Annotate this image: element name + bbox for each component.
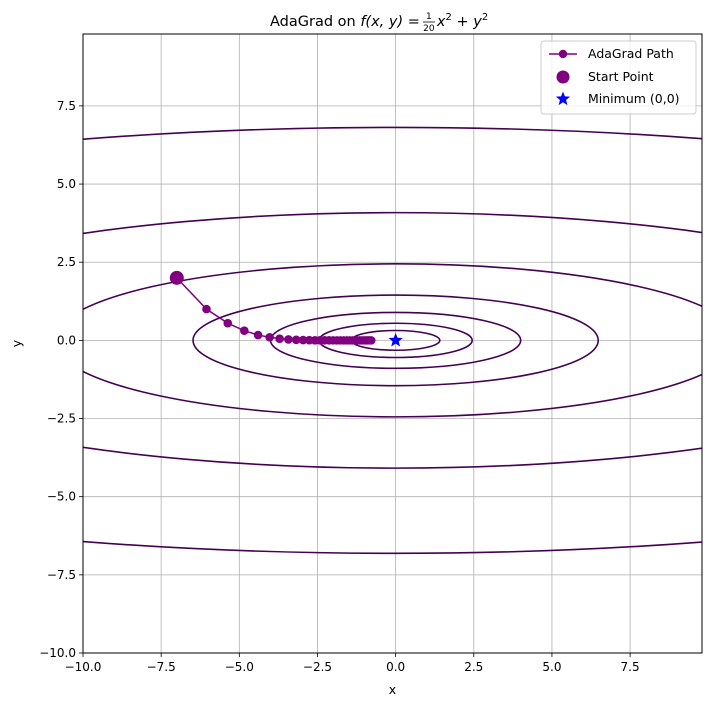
x-tick-label: −10.0 [65,660,102,674]
y-tick-label: 7.5 [57,99,76,113]
x-tick-label: −2.5 [303,660,332,674]
path-point [291,335,301,345]
y-tick-label: −2.5 [47,412,76,426]
x-axis-ticks: −10.0 −7.5 −5.0 −2.5 0.0 2.5 5.0 7.5 [65,653,640,674]
legend-box [540,40,697,115]
path-point [284,335,293,344]
legend-label-start: Start Point [588,69,654,84]
path-point [223,318,233,328]
y-tick-label: 2.5 [57,255,76,269]
title-sq: 2 [445,12,451,23]
contour-line [83,211,702,469]
title-sq2: 2 [482,12,488,23]
contour-line [192,294,600,387]
legend-label-path: AdaGrad Path [588,46,674,61]
svg-text:x2 + y2: x2 + y2 [436,12,488,30]
x-tick-label: −5.0 [225,660,254,674]
y-axis-ticks: −10.0 −7.5 −5.0 −2.5 0.0 2.5 5.0 7.5 [39,99,83,660]
y-tick-label: 5.0 [57,177,76,191]
legend-label-minimum: Minimum (0,0) [588,91,680,106]
x-tick-label: 0.0 [386,660,405,674]
markers [169,270,403,347]
title-plus-y: + y [452,14,482,30]
contour-line [83,263,702,418]
y-tick-label: 0.0 [57,333,76,347]
legend-item-start: Start Point [556,69,654,84]
start-point [169,270,184,285]
path-point [240,326,249,335]
title-func: f(x, y) = [360,14,420,30]
y-axis-label: y [9,339,24,347]
minimum-point [388,332,403,347]
path-point [265,332,274,342]
title-prefix: AdaGrad on [270,14,360,30]
path-point [202,304,211,314]
path-point [298,335,308,345]
path-point [366,336,376,345]
plot-frame [82,33,703,654]
legend-item-minimum: Minimum (0,0) [555,91,680,106]
contour-line [83,126,702,555]
title-frac-num: 1 [426,12,432,22]
title-frac-den: 20 [423,24,435,34]
legend: AdaGrad Path Start Point Minimum (0,0) [540,40,697,115]
x-tick-label: −7.5 [147,660,176,674]
svg-text:AdaGrad on f(x, y) =: AdaGrad on f(x, y) = [270,14,420,30]
x-tick-label: 7.5 [621,660,640,674]
y-tick-label: −7.5 [47,568,76,582]
chart-title: AdaGrad on f(x, y) = 1 20 x2 + y2 [270,12,488,34]
title-x: x [436,14,446,30]
x-axis-label: x [389,682,396,697]
adagrad-path [172,273,376,345]
y-tick-label: −5.0 [47,490,76,504]
legend-item-path: AdaGrad Path [549,46,674,61]
path-point [275,334,284,343]
x-tick-label: 2.5 [464,660,483,674]
path-point [253,330,263,340]
x-tick-label: 5.0 [542,660,561,674]
y-tick-label: −10.0 [39,646,76,660]
